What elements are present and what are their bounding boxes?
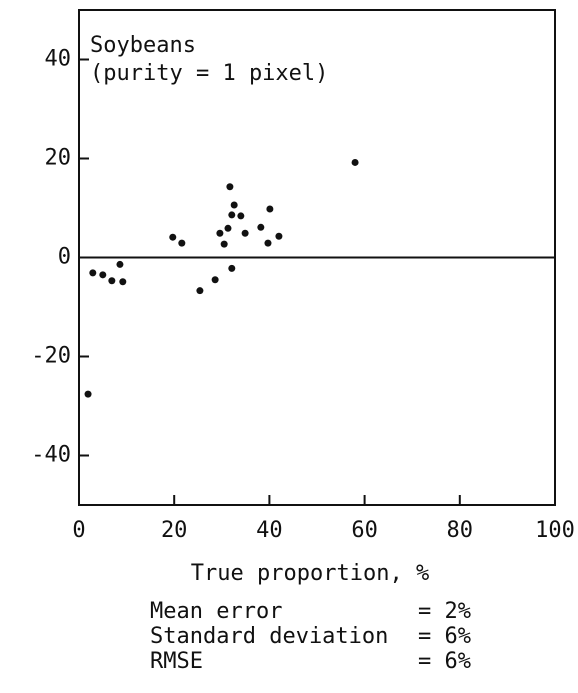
- point: [257, 223, 265, 231]
- y-tick-label: 20: [45, 146, 72, 171]
- stat-value: = 6%: [418, 649, 471, 674]
- y-tick-label: -20: [31, 344, 71, 369]
- point: [351, 158, 359, 166]
- point: [224, 224, 232, 232]
- y-tick-label: 0: [58, 245, 71, 270]
- point: [220, 240, 228, 248]
- y-tick-label: 40: [45, 47, 72, 72]
- point: [264, 239, 272, 247]
- point: [108, 277, 116, 285]
- stat-label: Mean error: [150, 599, 282, 624]
- y-tick-label: -40: [31, 443, 71, 468]
- x-tick-label: 40: [256, 518, 283, 543]
- x-tick-label: 0: [72, 518, 85, 543]
- x-tick-label: 20: [161, 518, 188, 543]
- x-tick-label: 100: [535, 518, 575, 543]
- stat-label: RMSE: [150, 649, 203, 674]
- stat-value: = 2%: [418, 599, 471, 624]
- point: [241, 229, 249, 237]
- x-tick-label: 80: [447, 518, 474, 543]
- point: [119, 278, 127, 286]
- point: [228, 211, 236, 219]
- stat-value: = 6%: [418, 624, 471, 649]
- point: [99, 271, 107, 279]
- annotation: Soybeans: [90, 33, 196, 58]
- point: [275, 232, 283, 240]
- point: [216, 229, 224, 237]
- point: [84, 390, 92, 398]
- point: [116, 260, 124, 268]
- x-axis-label: True proportion, %: [191, 561, 429, 586]
- point: [228, 264, 236, 272]
- point: [226, 183, 234, 191]
- point: [230, 201, 238, 209]
- point: [169, 233, 177, 241]
- point: [178, 239, 186, 247]
- point: [196, 287, 204, 295]
- point: [89, 269, 97, 277]
- point: [211, 276, 219, 284]
- point: [237, 212, 245, 220]
- annotation: (purity = 1 pixel): [90, 61, 328, 86]
- point: [266, 205, 274, 213]
- stat-label: Standard deviation: [150, 624, 388, 649]
- x-tick-label: 60: [351, 518, 378, 543]
